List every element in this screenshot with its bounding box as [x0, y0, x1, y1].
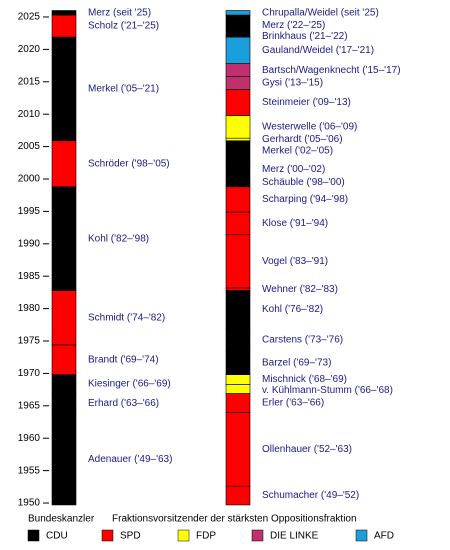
segment-label: Ollenhauer ('52–'63) — [262, 444, 352, 455]
segment-label: Gauland/Weidel ('17–'21) — [262, 45, 374, 56]
segment — [225, 211, 251, 236]
y-tick-label: 2020 — [18, 44, 41, 55]
y-tick-label: 1990 — [18, 238, 41, 249]
segment-label: Merz ('00–'02) — [262, 164, 325, 175]
segment — [51, 413, 77, 506]
legend-label: SPD — [120, 531, 141, 542]
segment — [225, 36, 251, 64]
segment — [225, 384, 251, 394]
segment — [51, 36, 77, 142]
segment-label: Schmidt ('74–'82) — [88, 312, 165, 323]
y-tick-label: 1985 — [18, 271, 41, 282]
legend-swatch — [251, 529, 264, 542]
segment — [225, 115, 251, 139]
segment-label: Scholz ('21–'25) — [88, 21, 159, 32]
segment-label: Kohl ('76–'82) — [262, 304, 323, 315]
segment — [51, 374, 77, 394]
y-tick-label: 1995 — [18, 206, 41, 217]
segment — [225, 351, 251, 376]
segment — [51, 10, 77, 16]
segment-label: Gerhardt ('05–'06) — [262, 134, 343, 145]
y-tick-label: 1950 — [18, 498, 41, 509]
segment-label: Schäuble ('98–'00) — [262, 177, 345, 188]
segment-label: Kohl ('82–'98) — [88, 233, 149, 244]
segment-label: Schumacher ('49–'52) — [262, 490, 359, 501]
segment — [225, 374, 251, 385]
column-caption: Bundeskanzler — [28, 514, 95, 525]
segment — [225, 76, 251, 90]
segment-label: Mischnick ('68–'69) — [262, 374, 347, 385]
segment — [51, 186, 77, 291]
segment-label: Carstens ('73–'76) — [262, 335, 343, 346]
segment-label: Scharping ('94–'98) — [262, 194, 348, 205]
legend-label: FDP — [196, 531, 216, 542]
segment — [225, 89, 251, 116]
segment — [51, 290, 77, 346]
y-tick-label: 2000 — [18, 174, 41, 185]
segment-label: Erler ('63–'66) — [262, 398, 324, 409]
segment-label: Merz ('22–'25) — [262, 20, 325, 31]
segment-label: Barzel ('69–'73) — [262, 358, 331, 369]
y-tick-label: 2010 — [18, 109, 41, 120]
segment-label: Wehner ('82–'83) — [262, 284, 338, 295]
legend-swatch — [27, 529, 40, 542]
segment — [51, 14, 77, 38]
column-caption: Fraktionsvorsitzender der stärksten Oppo… — [112, 514, 357, 525]
y-tick-label: 1975 — [18, 336, 41, 347]
y-tick-label: 1980 — [18, 303, 41, 314]
segment-label: Merz (seit '25) — [88, 7, 151, 18]
segment-label: Brandt ('69–'74) — [88, 354, 159, 365]
segment — [51, 344, 77, 376]
y-tick-label: 1960 — [18, 433, 41, 444]
segment — [225, 290, 251, 329]
segment — [225, 393, 251, 413]
legend-swatch — [101, 529, 114, 542]
segment — [225, 178, 251, 188]
legend-swatch — [355, 529, 368, 542]
segment — [51, 393, 77, 414]
segment — [225, 160, 251, 179]
y-tick-label: 2005 — [18, 141, 41, 152]
y-tick-label: 1970 — [18, 368, 41, 379]
segment — [225, 328, 251, 352]
segment — [225, 10, 251, 16]
y-tick-label: 2025 — [18, 12, 41, 23]
segment-label: Erhard ('63–'66) — [88, 398, 159, 409]
segment-label: Chrupalla/Weidel (seit '25) — [262, 7, 379, 18]
legend-label: DIE LINKE — [270, 531, 319, 542]
legend-label: CDU — [46, 531, 68, 542]
segment-label: Merkel ('05–'21) — [88, 84, 159, 95]
segment-label: Westerwelle ('06–'09) — [262, 121, 357, 132]
segment-label: Brinkhaus ('21–'22) — [262, 31, 348, 42]
segment-label: Klose ('91–'94) — [262, 218, 328, 229]
y-tick-label: 1955 — [18, 465, 41, 476]
segment-label: Bartsch/Wagenknecht ('15–'17) — [262, 65, 401, 76]
segment — [225, 411, 251, 487]
segment-label: Kiesinger ('66–'69) — [88, 379, 171, 390]
segment-label: Steinmeier ('09–'13) — [262, 97, 351, 108]
segment — [225, 186, 251, 213]
segment-label: Adenauer ('49–'63) — [88, 454, 172, 465]
segment — [225, 137, 251, 142]
segment — [225, 14, 251, 37]
y-tick-label: 2015 — [18, 76, 41, 87]
segment — [225, 234, 251, 289]
segment — [225, 63, 251, 77]
segment-label: Gysi ('13–'15) — [262, 78, 323, 89]
segment-label: Vogel ('83–'91) — [262, 256, 328, 267]
segment — [225, 485, 251, 506]
legend-label: AFD — [374, 531, 394, 542]
y-tick-label: 1965 — [18, 400, 41, 411]
legend-swatch — [177, 529, 190, 542]
segment — [225, 140, 251, 162]
segment-label: v. Kühlmann-Stumm ('66–'68) — [262, 385, 393, 396]
segment — [225, 287, 251, 291]
segment — [51, 140, 77, 188]
segment-label: Schröder ('98–'05) — [88, 158, 170, 169]
segment-label: Merkel ('02–'05) — [262, 145, 333, 156]
